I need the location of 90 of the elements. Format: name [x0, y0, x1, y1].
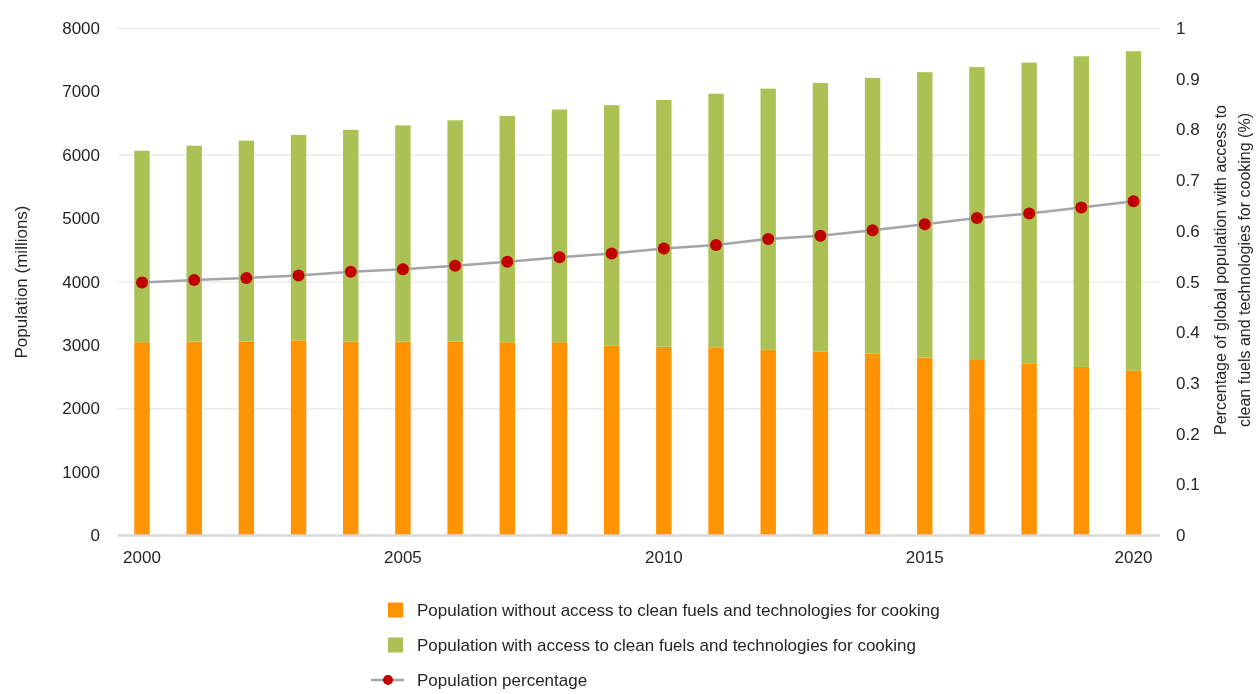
legend-label: Population without access to clean fuels and technologies for cooking: [417, 600, 940, 620]
y-tick-label: 4000: [62, 272, 100, 292]
point: [449, 259, 462, 272]
bar: [760, 349, 776, 536]
y-axis-title: Population (millions): [11, 205, 31, 359]
bar: [447, 341, 463, 536]
bar: [603, 105, 620, 346]
point: [866, 224, 879, 237]
point: [396, 263, 409, 276]
bar: [1125, 51, 1142, 371]
legend-label: Population with access to clean fuels and technologies for cooking: [417, 635, 916, 655]
y2-tick-label: 0.2: [1176, 424, 1200, 444]
point: [918, 218, 931, 231]
point: [136, 276, 148, 289]
point: [292, 269, 305, 282]
y2-tick-label: 0.4: [1176, 323, 1200, 343]
x-tick-label: 2010: [644, 547, 683, 567]
bar: [1073, 56, 1090, 367]
y2-tick-label: 0.3: [1176, 373, 1200, 393]
bar: [186, 341, 202, 536]
x-tick-label: 2005: [384, 547, 422, 567]
bar: [864, 353, 881, 536]
bar: [656, 100, 672, 347]
point: [710, 238, 723, 251]
point: [605, 247, 618, 260]
bar: [969, 67, 985, 360]
bar: [1021, 363, 1037, 536]
bar: [447, 120, 463, 342]
y-tick-label: 7000: [62, 82, 100, 102]
bar: [917, 72, 933, 358]
bar: [812, 82, 829, 352]
bar: [238, 140, 255, 342]
bar: [969, 359, 985, 536]
y2-tick-label: 0.1: [1176, 475, 1200, 495]
bar: [917, 357, 933, 536]
point: [762, 232, 775, 245]
point: [188, 273, 201, 286]
bar: [395, 125, 411, 342]
y-tick-label: 1000: [62, 462, 100, 482]
y2-tick-label: 1: [1176, 18, 1186, 38]
x-tick-label: 2000: [123, 547, 161, 567]
bar: [1021, 62, 1037, 364]
y-tick-label: 0: [90, 526, 100, 546]
bar: [343, 129, 359, 342]
y2-tick-label: 0: [1176, 526, 1186, 546]
bar: [238, 341, 255, 536]
y2-tick-label: 0.8: [1176, 120, 1200, 140]
bar: [499, 342, 515, 536]
y2-tick-label: 0.6: [1176, 221, 1200, 241]
bar: [134, 150, 150, 343]
bar: [603, 345, 620, 536]
y-tick-label: 6000: [62, 145, 100, 165]
y2-axis-title: Percentage of global population with access to clean fuels and technologies for cooking (%): [1211, 104, 1253, 435]
bar: [290, 340, 307, 536]
bar: [1073, 366, 1090, 536]
legend-label: Population percentage: [417, 670, 588, 690]
bar: [864, 77, 881, 354]
point: [1023, 207, 1036, 220]
point: [657, 242, 670, 255]
point: [344, 265, 357, 278]
point: [1075, 201, 1088, 214]
bar: [343, 341, 359, 536]
point: [814, 229, 827, 242]
bar: [760, 88, 776, 350]
bar: [134, 342, 150, 536]
x-tick-label: 2020: [1114, 547, 1153, 567]
y-tick-label: 2000: [62, 399, 100, 419]
y2-tick-label: 0.7: [1176, 171, 1200, 191]
bar: [708, 347, 724, 536]
bar: [656, 346, 672, 536]
y2-tick-label: 0.9: [1176, 69, 1200, 89]
bar: [186, 145, 202, 342]
bar: [708, 93, 724, 348]
bar: [290, 134, 307, 341]
bar: [499, 115, 515, 343]
point: [553, 251, 566, 264]
point: [240, 271, 253, 284]
bar: [551, 342, 568, 536]
y-tick-label: 8000: [62, 18, 100, 38]
y-tick-label: 3000: [62, 335, 100, 355]
bar: [395, 341, 411, 536]
x-tick-label: 2015: [905, 547, 944, 567]
bar: [812, 351, 829, 536]
point: [1127, 195, 1140, 208]
bar: [551, 109, 568, 343]
y2-tick-label: 0.5: [1176, 272, 1200, 292]
point: [501, 255, 514, 268]
y-tick-label: 5000: [62, 209, 100, 229]
bar: [1125, 370, 1142, 536]
point: [970, 212, 983, 225]
